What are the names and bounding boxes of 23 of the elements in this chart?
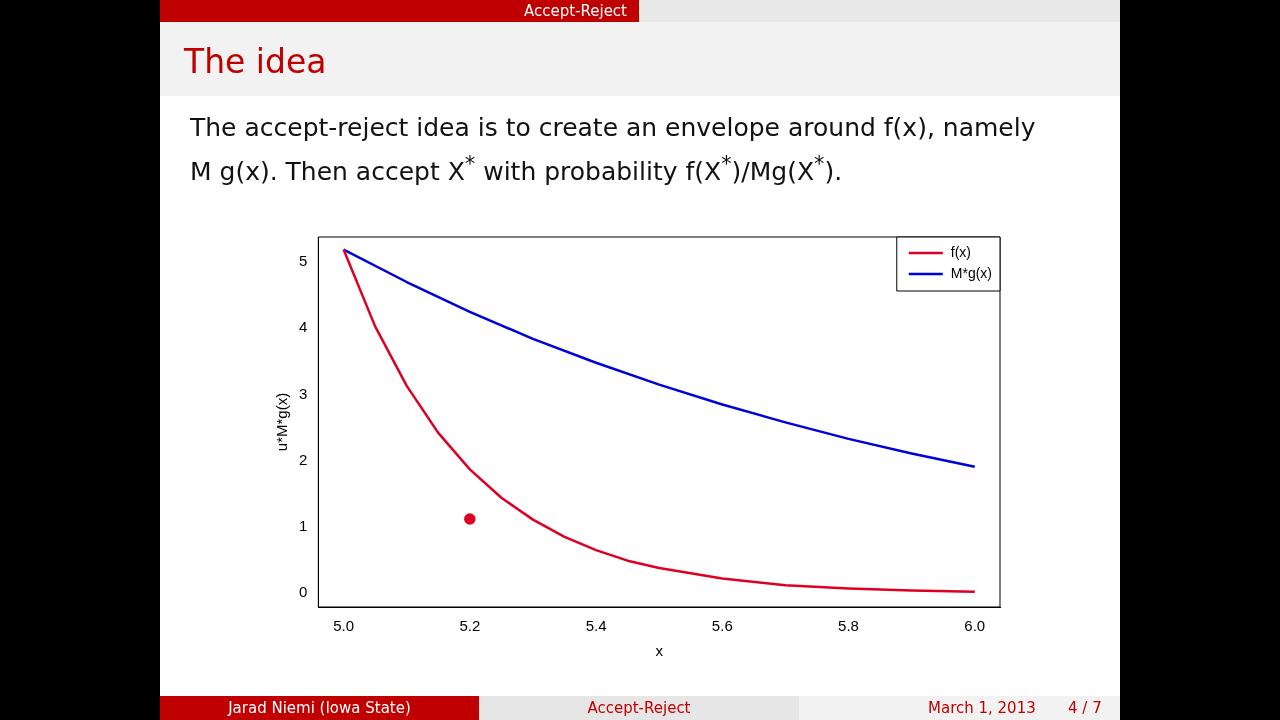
y-tick-label: 1 (299, 517, 308, 535)
text: Accept-Reject (479, 696, 799, 720)
chart-title: The idea (160, 22, 1120, 96)
x-tick-label: 5.8 (838, 617, 859, 635)
x-tick-label: 6.0 (964, 617, 986, 635)
text: 4 / 7 (1068, 698, 1102, 719)
x-tick-label: 5.0 (333, 617, 355, 635)
text: March 1, 2013 (928, 698, 1036, 719)
legend-label: M*g(x) (950, 264, 993, 281)
legend-label: f(x) (950, 243, 971, 260)
chart-subtitle: The accept-reject idea is to create an envelope around f(x), namely M g(x). Then accept X$^{*}$ with probability f(X$^{*}$)/Mg(X$^{*}$). (190, 112, 1037, 189)
y-tick-label: 4 (299, 318, 308, 336)
x-tick-label: 5.4 (585, 617, 607, 635)
x-tick-label: 5.6 (711, 617, 733, 635)
y-tick-label: 5 (299, 252, 308, 270)
y-tick-label: 2 (299, 450, 308, 468)
x-tick-label: 5.2 (459, 617, 481, 635)
text: Accept-Reject (160, 0, 639, 22)
y-tick-label: 3 (299, 384, 308, 402)
y-tick-label: 0 (299, 583, 308, 601)
x-axis-title: x (655, 642, 664, 660)
text: Jarad Niemi (Iowa State) (160, 696, 479, 720)
y-axis-title: u*M*g(x) (273, 392, 291, 452)
